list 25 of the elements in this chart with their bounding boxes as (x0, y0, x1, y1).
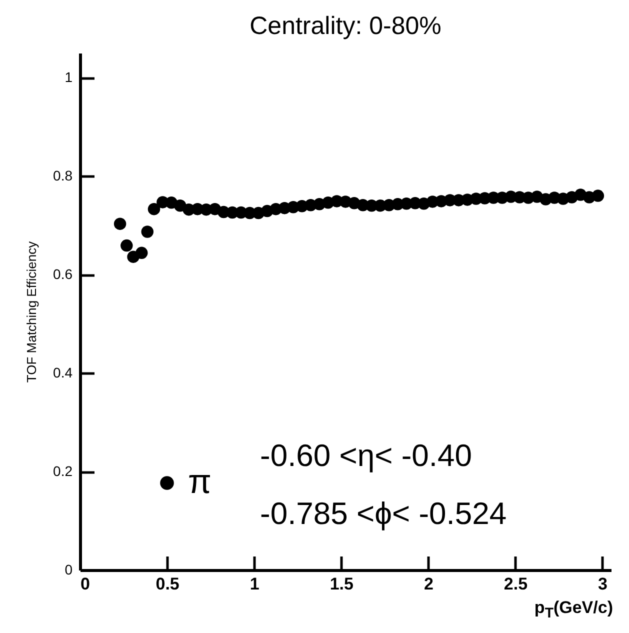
x-tick-label: 1.5 (330, 574, 354, 594)
x-tick-label: 1 (250, 574, 260, 594)
y-tick-label: 0.6 (53, 266, 73, 282)
point (114, 218, 126, 230)
y-tick-label: 0.8 (53, 168, 73, 184)
annotation: -0.60 <η< -0.40 (260, 438, 472, 473)
x-axis-title: p$_{T}$(GeV/c) (534, 598, 613, 622)
x-tick-label: 0.5 (156, 574, 180, 594)
point (148, 202, 160, 216)
y-tick-label: 1 (64, 69, 73, 86)
point (120, 239, 133, 252)
point (136, 246, 148, 260)
point (141, 226, 154, 238)
x-tick-label: 2.5 (504, 574, 528, 594)
x-tick-label: 0 (80, 574, 90, 594)
x-tick-label: 2 (424, 574, 434, 594)
point (592, 190, 604, 202)
annotation: -0.785 <ϕ< -0.524 (260, 496, 507, 531)
y-tick-label: 0 (64, 562, 73, 578)
y-tick-label: 0.4 (53, 364, 73, 381)
legend-label: π (188, 463, 212, 501)
y-tick-label: 0.2 (53, 463, 73, 480)
chart-title: Centrality: 0-80% (250, 12, 442, 40)
y-axis-title: TOF Matching Efficiency (24, 240, 40, 383)
x-tick-label: 3 (598, 574, 608, 594)
